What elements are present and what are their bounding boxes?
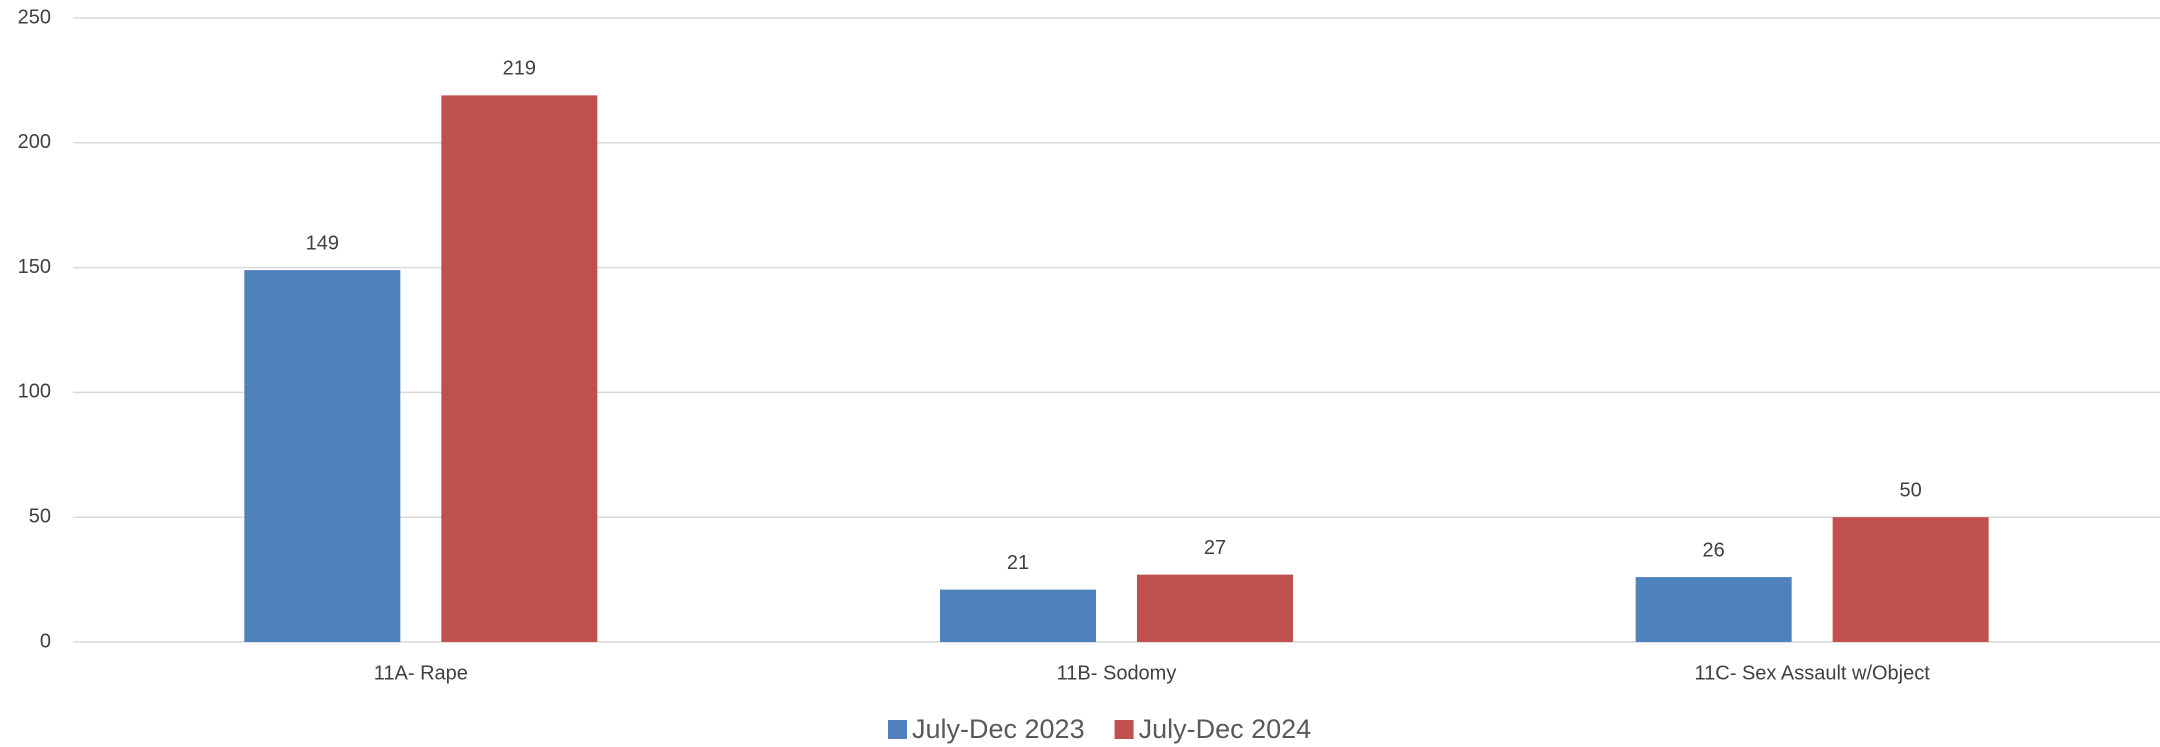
bar: [441, 95, 598, 643]
y-tick-label: 250: [18, 6, 51, 28]
x-tick-label: 11A- Rape: [374, 662, 468, 684]
x-tick-label: 11B- Sodomy: [1057, 662, 1177, 684]
y-tick-label: 0: [40, 630, 51, 652]
legend-label: July-Dec 2023: [912, 714, 1085, 744]
bar: [244, 270, 401, 642]
legend-swatch: [1114, 720, 1134, 739]
data-label: 50: [1900, 479, 1922, 501]
x-tick-label: 11C- Sex Assault w/Object: [1695, 662, 1931, 684]
y-tick-label: 50: [29, 505, 51, 527]
y-tick-label: 150: [18, 256, 51, 278]
legend-swatch: [888, 720, 907, 739]
data-label: 26: [1703, 539, 1725, 561]
bar: [1832, 517, 1989, 642]
legend-label: July-Dec 2024: [1139, 714, 1312, 744]
y-tick-label: 100: [18, 381, 51, 403]
bar: [940, 589, 1096, 642]
data-label: 21: [1007, 552, 1029, 574]
data-label: 149: [306, 232, 339, 254]
data-label: 27: [1204, 537, 1226, 559]
bar: [1137, 574, 1293, 642]
y-tick-label: 200: [18, 131, 51, 153]
data-label: 219: [503, 58, 536, 80]
bar: [1635, 577, 1792, 642]
